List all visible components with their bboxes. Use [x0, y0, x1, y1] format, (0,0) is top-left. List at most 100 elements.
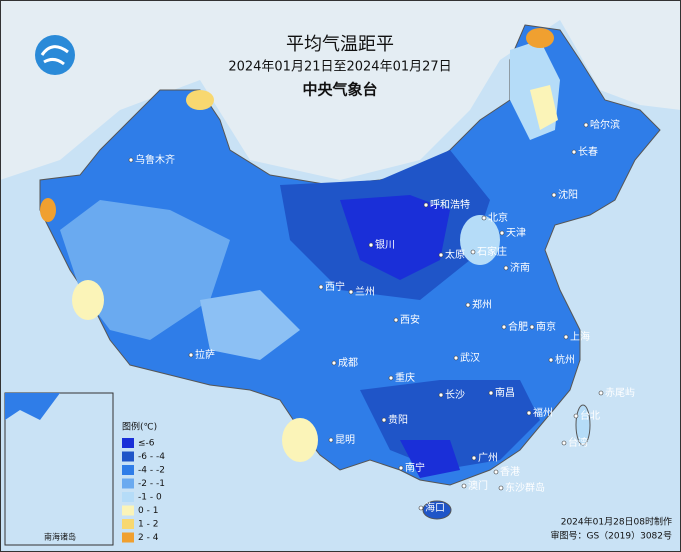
city-label: 呼和浩特 — [430, 199, 470, 211]
city-dot — [471, 455, 477, 461]
city-label: 东沙群岛 — [505, 481, 545, 494]
city-dot — [348, 289, 354, 295]
city-label: 武汉 — [460, 351, 480, 364]
neighbor-land — [0, 0, 681, 180]
city-label: 台北 — [580, 409, 600, 422]
inset-land — [5, 393, 60, 420]
legend-label: ≤-6 — [138, 439, 155, 449]
footer-approval: 审图号：GS（2019）3082号 — [551, 530, 673, 542]
city-dot — [526, 410, 532, 416]
city-dot — [493, 469, 499, 475]
legend-label: 1 - 2 — [138, 520, 158, 530]
region — [530, 85, 558, 130]
city-label: 长春 — [578, 146, 598, 158]
city-label: 太原 — [445, 248, 465, 261]
city-label: 昆明 — [335, 434, 355, 446]
legend-label: 0 - 1 — [138, 506, 158, 516]
city-dot — [318, 284, 324, 290]
region — [526, 28, 554, 48]
city-label: 南宁 — [405, 461, 425, 474]
city-dot — [438, 252, 444, 258]
city-label: 长沙 — [445, 389, 465, 401]
city-dot — [188, 352, 194, 358]
legend-label: -6 - -4 — [138, 452, 165, 462]
region — [282, 418, 318, 462]
city-dot — [563, 334, 569, 340]
city-label: 南昌 — [495, 386, 515, 399]
city-label: 成都 — [338, 357, 358, 369]
legend-swatch — [122, 438, 134, 448]
city-dot — [423, 202, 429, 208]
city-label: 银川 — [375, 238, 395, 251]
city-dot — [499, 230, 505, 236]
city-dot — [571, 149, 577, 155]
city-dot — [488, 390, 494, 396]
date-range: 2024年01月21日至2024年01月27日 — [228, 60, 451, 75]
city-dot — [481, 215, 487, 221]
city-dot — [128, 157, 134, 163]
city-label: 福州 — [533, 406, 553, 419]
city-label: 哈尔滨 — [590, 118, 620, 131]
city-dot — [393, 317, 399, 323]
legend-swatch — [122, 451, 134, 462]
city-label: 香港 — [500, 466, 520, 478]
city-dot — [398, 465, 404, 471]
city-label: 拉萨 — [195, 348, 215, 361]
legend-swatch — [122, 519, 134, 529]
city-label: 乌鲁木齐 — [135, 153, 175, 166]
city-label: 贵阳 — [388, 413, 408, 426]
legend-label: -1 - 0 — [138, 493, 162, 503]
city-label: 合肥 — [508, 320, 528, 333]
region — [340, 195, 450, 280]
taiwan — [575, 404, 591, 446]
city-label: 南京 — [536, 320, 556, 333]
city-dot — [331, 360, 337, 366]
city-label: 沈阳 — [558, 188, 578, 201]
logo — [35, 35, 75, 75]
city-label: 重庆 — [395, 371, 415, 384]
city-label: 海口 — [425, 501, 445, 514]
city-label: 北京 — [488, 211, 508, 224]
legend-label: -4 - -2 — [138, 466, 165, 476]
city-dot — [598, 390, 604, 396]
region — [200, 290, 300, 360]
legend-swatch — [122, 492, 134, 502]
legend-label: 2 - 4 — [138, 533, 159, 543]
footer-made: 2024年01月28日08时制作 — [561, 516, 672, 528]
city-dot — [368, 242, 374, 248]
city-dot — [388, 375, 394, 381]
city-label: 兰州 — [355, 285, 375, 298]
city-dot — [461, 483, 467, 489]
city-label: 上海 — [570, 330, 590, 343]
city-dot — [418, 505, 424, 511]
legend-swatch — [122, 532, 134, 543]
city-dot — [498, 485, 504, 491]
logo-mark — [40, 45, 69, 66]
city-dot — [438, 392, 444, 398]
city-dot — [551, 192, 557, 198]
agency: 中央气象台 — [302, 81, 377, 99]
city-dot — [501, 324, 507, 330]
legend-swatch — [122, 478, 134, 489]
city-dot — [465, 302, 471, 308]
legend-title: 图例(℃) — [122, 421, 157, 433]
city-label: 石家庄 — [477, 245, 507, 258]
inset-label: 南海诸岛 — [44, 532, 76, 542]
city-dot — [573, 413, 579, 419]
city-label: 杭州 — [555, 353, 575, 366]
city-dot — [453, 355, 459, 361]
region — [400, 440, 460, 478]
city-dot — [548, 357, 554, 363]
city-label: 西宁 — [325, 280, 345, 293]
region — [40, 198, 56, 222]
legend-label: -2 - -1 — [138, 479, 165, 489]
legend-swatch — [122, 505, 134, 516]
city-dot — [381, 417, 387, 423]
legend-swatch — [122, 465, 134, 475]
city-label: 赤尾屿 — [605, 387, 635, 399]
city-dot — [503, 265, 509, 271]
city-dot — [583, 122, 589, 128]
title: 平均气温距平 — [286, 34, 394, 55]
region — [186, 90, 214, 110]
